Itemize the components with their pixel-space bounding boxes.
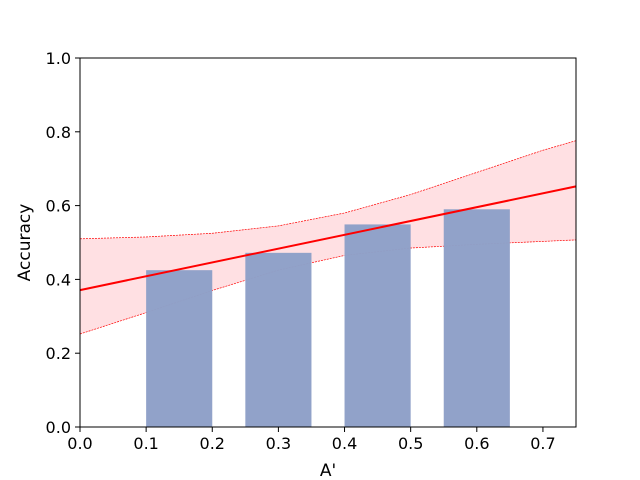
confidence-band-upper-edge bbox=[79, 140, 577, 240]
x-tick-label: 0.7 bbox=[530, 434, 555, 453]
y-tick-label: 0.6 bbox=[46, 197, 71, 216]
bar-4 bbox=[443, 209, 510, 427]
x-tick-label: 0.3 bbox=[266, 434, 291, 453]
bars-layer bbox=[146, 209, 510, 427]
y-axis-label: Accuracy bbox=[15, 204, 35, 282]
x-tick-label: 0.1 bbox=[133, 434, 158, 453]
x-axis-label: A' bbox=[320, 461, 336, 480]
x-tick-label: 0.5 bbox=[398, 434, 423, 453]
x-tick-label: 0.4 bbox=[332, 434, 357, 453]
y-tick-label: 0.2 bbox=[46, 344, 71, 363]
y-tick-label: 0.4 bbox=[46, 270, 71, 289]
plot-frame bbox=[79, 57, 577, 428]
x-tick-label: 0.2 bbox=[200, 434, 225, 453]
y-tick-label: 1.0 bbox=[46, 49, 71, 68]
bar-2 bbox=[245, 252, 312, 427]
bar-1 bbox=[146, 270, 213, 427]
fit-line-layer bbox=[79, 185, 577, 292]
fit-line bbox=[79, 185, 577, 292]
y-axis-ticks: 0.0 0.2 0.4 0.6 0.8 1.0 bbox=[46, 49, 80, 437]
x-tick-label: 0.6 bbox=[464, 434, 489, 453]
x-tick-label: 0.0 bbox=[67, 434, 92, 453]
bar-3 bbox=[344, 224, 411, 427]
y-tick-label: 0.8 bbox=[46, 123, 71, 142]
y-tick-label: 0.0 bbox=[46, 418, 71, 437]
x-axis-ticks: 0.0 0.1 0.2 0.3 0.4 0.5 0.6 0.7 bbox=[67, 427, 556, 453]
